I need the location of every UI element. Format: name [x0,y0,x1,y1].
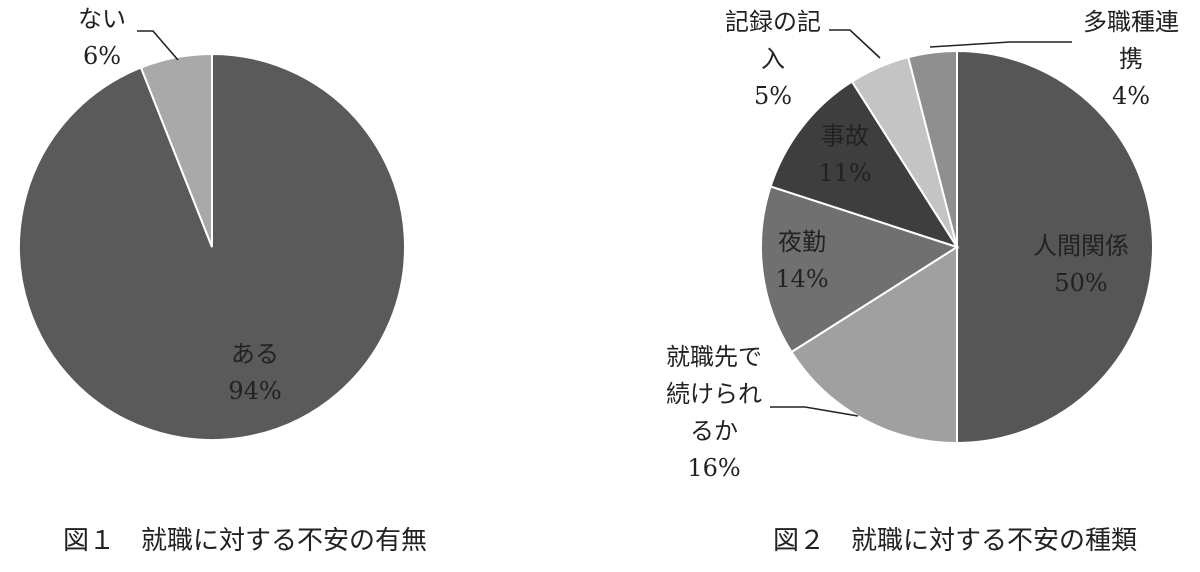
pie-chart-1: ある 94% ない 6% [17,5,406,441]
pie-2-slice-4 [769,80,960,249]
pie-2-slice-label-5: 記録の記入 5% [725,8,821,110]
slice-category-label: 続けられ [666,380,762,408]
slice-category-label: 入 [761,45,785,73]
slice-value-label: 14% [775,265,828,293]
slice-value-label: 4% [1112,82,1150,110]
pie-2-slice-label-4: 事故 11% [818,122,871,187]
pie-chart-2: 人間関係 50% 就職先で続けられるか 16% 夜勤 14% 事故 11% 記録の記入 5% 多職種… [666,8,1179,482]
pie-2-slice-2 [790,245,958,445]
pie-2-slice-label-6: 多職種連携 4% [1083,8,1179,110]
pie-1-leader-line-2 [137,30,179,61]
slice-category-label: 夜勤 [778,228,826,256]
slice-category-label: 人間関係 [1033,232,1129,260]
slice-category-label: 事故 [821,122,869,150]
pie-2-leader-line-2 [770,406,859,417]
figure-1-caption: 図１ 就職に対する不安の有無 [63,526,427,556]
slice-category-label: るか [690,417,738,445]
pie-2-leader-line-6 [929,41,1072,48]
slice-category-label: 多職種連 [1083,8,1179,36]
pie-2-slice-label-2: 就職先で続けられるか 16% [666,343,762,482]
slice-category-label: 記録の記 [725,8,821,36]
pie-2-slice-6 [907,49,958,248]
slice-category-label: ない [78,5,126,33]
slice-category-label: ある [231,340,279,368]
pie-2-leader-line-5 [829,29,881,59]
slice-category-label: 携 [1119,45,1143,73]
pie-1-slice-label-2: ない 6% [78,5,126,70]
slice-value-label: 16% [687,454,740,482]
pie-2-slice-label-3: 夜勤 14% [775,228,828,293]
slice-value-label: 50% [1054,269,1107,297]
figure-2-caption: 図２ 就職に対する不安の種類 [773,526,1137,556]
pie-2-slice-3 [760,185,960,354]
pie-1-slice-label-1: ある 94% [228,340,281,405]
slice-value-label: 94% [228,377,281,405]
slice-category-label: 就職先で [666,343,762,371]
slice-value-label: 5% [754,82,792,110]
slice-value-label: 6% [83,42,121,70]
pie-2-slice-label-1: 人間関係 50% [1033,232,1129,297]
slice-value-label: 11% [818,159,871,187]
pie-2-slice-1 [956,49,1154,445]
